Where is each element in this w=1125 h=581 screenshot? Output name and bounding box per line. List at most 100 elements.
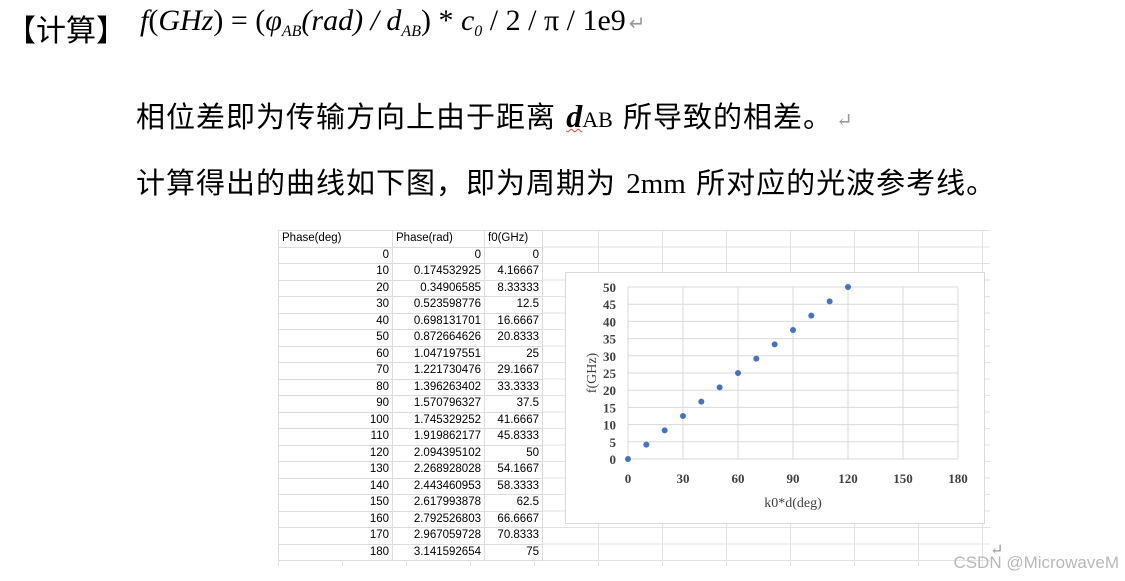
table-row: 20 0.34906585 8.33333 xyxy=(278,279,543,297)
cell-f0-ghz: 37.5 xyxy=(484,395,543,413)
x-tick-label: 0 xyxy=(625,471,632,486)
cell-phase-rad: 1.570796327 xyxy=(392,395,485,413)
y-tick-label: 30 xyxy=(603,349,616,364)
cell-f0-ghz: 41.6667 xyxy=(484,411,543,429)
data-table: Phase(deg) Phase(rad) f0(GHz) 0 0 0 10 0.174… xyxy=(278,230,543,561)
table-row: 130 2.268928028 54.1667 xyxy=(278,461,543,479)
column-header-phase-rad: Phase(rad) xyxy=(392,230,485,248)
distance-symbol: d xyxy=(566,98,583,134)
return-mark-icon: ↵ xyxy=(990,540,1004,559)
scatter-chart: 0 5 10 15 20 25 30 35 40 45 50 0 30 60 90 120 150 180 k0*d… xyxy=(565,272,985,524)
cell-f0-ghz: 4.16667 xyxy=(484,263,543,281)
cell-phase-rad: 0.34906585 xyxy=(392,279,485,297)
table-row: 30 0.523598776 12.5 xyxy=(278,296,543,314)
y-tick-label: 20 xyxy=(603,383,616,398)
return-mark-icon: ↵ xyxy=(836,108,854,132)
cell-phase-deg: 120 xyxy=(278,444,393,462)
csdn-watermark: CSDN @MicrowaveM xyxy=(953,553,1119,572)
cell-f0-ghz: 0 xyxy=(484,246,543,264)
cell-phase-rad: 0.523598776 xyxy=(392,296,485,314)
chart-canvas: 0 5 10 15 20 25 30 35 40 45 50 0 30 60 90 120 150 180 k0*d… xyxy=(585,280,968,511)
cell-phase-deg: 0 xyxy=(278,246,393,264)
cell-f0-ghz: 62.5 xyxy=(484,494,543,512)
table-row: 90 1.570796327 37.5 xyxy=(278,395,543,413)
cell-phase-rad: 2.443460953 xyxy=(392,477,485,495)
cell-phase-rad: 1.396263402 xyxy=(392,378,485,396)
x-axis-label: k0*d(deg) xyxy=(764,496,822,511)
cell-phase-deg: 80 xyxy=(278,378,393,396)
x-tick-label: 120 xyxy=(838,471,858,486)
cell-f0-ghz: 45.8333 xyxy=(484,428,543,446)
data-point xyxy=(826,298,833,305)
table-row: 150 2.617993878 62.5 xyxy=(278,494,543,512)
y-tick-label: 45 xyxy=(603,297,617,312)
cell-phase-deg: 110 xyxy=(278,428,393,446)
cell-phase-deg: 180 xyxy=(278,543,393,561)
cell-phase-rad: 2.617993878 xyxy=(392,494,485,512)
cell-phase-rad: 1.047197551 xyxy=(392,345,485,363)
cell-f0-ghz: 66.6667 xyxy=(484,510,543,528)
cell-phase-deg: 170 xyxy=(278,527,393,545)
cell-f0-ghz: 20.8333 xyxy=(484,329,543,347)
cell-phase-deg: 10 xyxy=(278,263,393,281)
return-mark-icon: ↵ xyxy=(628,13,646,35)
cell-phase-rad: 2.268928028 xyxy=(392,461,485,479)
cell-phase-rad: 3.141592654 xyxy=(392,543,485,561)
cell-phase-deg: 140 xyxy=(278,477,393,495)
x-tick-label: 150 xyxy=(893,471,913,486)
cell-phase-rad: 0.698131701 xyxy=(392,312,485,330)
cell-phase-deg: 40 xyxy=(278,312,393,330)
table-row: 60 1.047197551 25 xyxy=(278,345,543,363)
cell-f0-ghz: 25 xyxy=(484,345,543,363)
cell-f0-ghz: 50 xyxy=(484,444,543,462)
y-tick-label: 35 xyxy=(603,332,617,347)
table-row: 70 1.221730476 29.1667 xyxy=(278,362,543,380)
cell-phase-rad: 1.919862177 xyxy=(392,428,485,446)
data-point xyxy=(661,427,668,434)
paragraph-curve-description: 计算得出的曲线如下图，即为周期为 2mm 所对应的光波参考线。 xyxy=(136,166,997,200)
data-point xyxy=(790,327,796,333)
table-row: 180 3.141592654 75 xyxy=(278,543,543,561)
data-point xyxy=(643,441,650,448)
x-tick-label: 30 xyxy=(677,471,690,486)
y-tick-label: 0 xyxy=(610,452,617,467)
table-row: 110 1.919862177 45.8333 xyxy=(278,428,543,446)
section-label: 【计算】 xyxy=(6,14,126,49)
column-header-phase-deg: Phase(deg) xyxy=(278,230,393,248)
cell-phase-deg: 50 xyxy=(278,329,393,347)
table-row: 80 1.396263402 33.3333 xyxy=(278,378,543,396)
cell-phase-rad: 1.745329252 xyxy=(392,411,485,429)
cell-phase-deg: 90 xyxy=(278,395,393,413)
data-point xyxy=(698,398,705,405)
table-row: 50 0.872664626 20.8333 xyxy=(278,329,543,347)
cell-f0-ghz: 8.33333 xyxy=(484,279,543,297)
y-tick-label: 10 xyxy=(603,418,616,433)
cell-phase-deg: 160 xyxy=(278,510,393,528)
data-point xyxy=(680,413,686,419)
y-tick-label: 15 xyxy=(603,400,617,415)
data-point xyxy=(735,370,741,376)
cell-phase-rad: 2.094395102 xyxy=(392,444,485,462)
cell-f0-ghz: 12.5 xyxy=(484,296,543,314)
data-point xyxy=(716,384,723,391)
y-tick-label: 50 xyxy=(603,280,616,295)
data-point xyxy=(625,456,631,462)
table-row: 40 0.698131701 16.6667 xyxy=(278,312,543,330)
cell-f0-ghz: 75 xyxy=(484,543,543,561)
cell-phase-rad: 0.174532925 xyxy=(392,263,485,281)
cell-phase-deg: 30 xyxy=(278,296,393,314)
paragraph-phase-difference: 相位差即为传输方向上由于距离 dAB 所导致的相差。 ↵ xyxy=(136,98,854,134)
cell-f0-ghz: 54.1667 xyxy=(484,461,543,479)
cell-f0-ghz: 16.6667 xyxy=(484,312,543,330)
cell-phase-rad: 0 xyxy=(392,246,485,264)
x-tick-label: 60 xyxy=(732,471,745,486)
table-row: 140 2.443460953 58.3333 xyxy=(278,477,543,495)
table-row: 170 2.967059728 70.8333 xyxy=(278,527,543,545)
cell-f0-ghz: 70.8333 xyxy=(484,527,543,545)
x-tick-label: 180 xyxy=(948,471,968,486)
cell-phase-deg: 130 xyxy=(278,461,393,479)
frequency-formula: f(GHz) = (φAB(rad) / dAB) * c0 / 2 / π /… xyxy=(140,4,646,40)
cell-phase-deg: 60 xyxy=(278,345,393,363)
cell-phase-rad: 2.792526803 xyxy=(392,510,485,528)
table-row: 160 2.792526803 66.6667 xyxy=(278,510,543,528)
